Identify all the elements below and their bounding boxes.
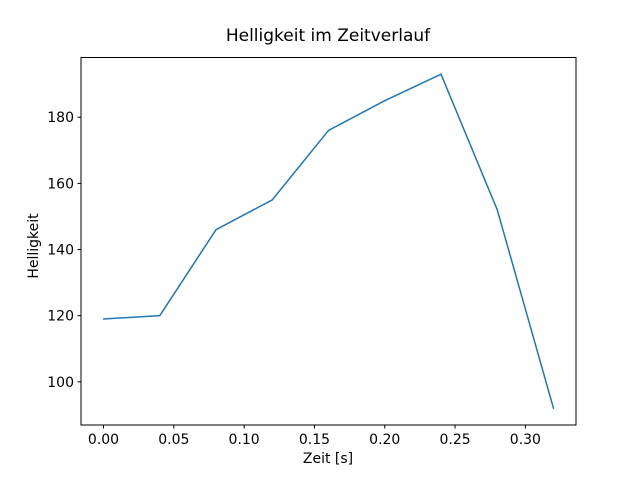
y-tick-label: 120 [47,309,74,325]
data-series [102,73,555,410]
y-tick-label: 180 [47,110,74,126]
y-tick-label: 160 [47,176,74,192]
tick-marks [77,116,526,429]
y-axis-tick-labels: 100 120 140 160 180 [47,110,74,391]
x-tick-label: 0.25 [439,432,470,448]
x-axis-label: Zeit [s] [303,451,353,467]
x-tick-label: 0.15 [299,432,330,448]
x-tick-label: 0.10 [229,432,260,448]
x-tick-label: 0.30 [510,432,541,448]
plot-area-border [80,57,577,426]
y-tick-label: 100 [47,375,74,391]
y-tick-label: 140 [47,243,74,259]
x-tick-label: 0.05 [158,432,189,448]
x-tick-label: 0.20 [369,432,400,448]
x-axis-tick-labels: 0.00 0.05 0.10 0.15 0.20 0.25 0.30 [88,432,541,448]
y-axis-label: Helligkeit [26,213,42,279]
chart-title: Helligkeit im Zeitverlauf [226,26,431,46]
x-tick-label: 0.00 [88,432,119,448]
brightness-line [102,73,555,410]
